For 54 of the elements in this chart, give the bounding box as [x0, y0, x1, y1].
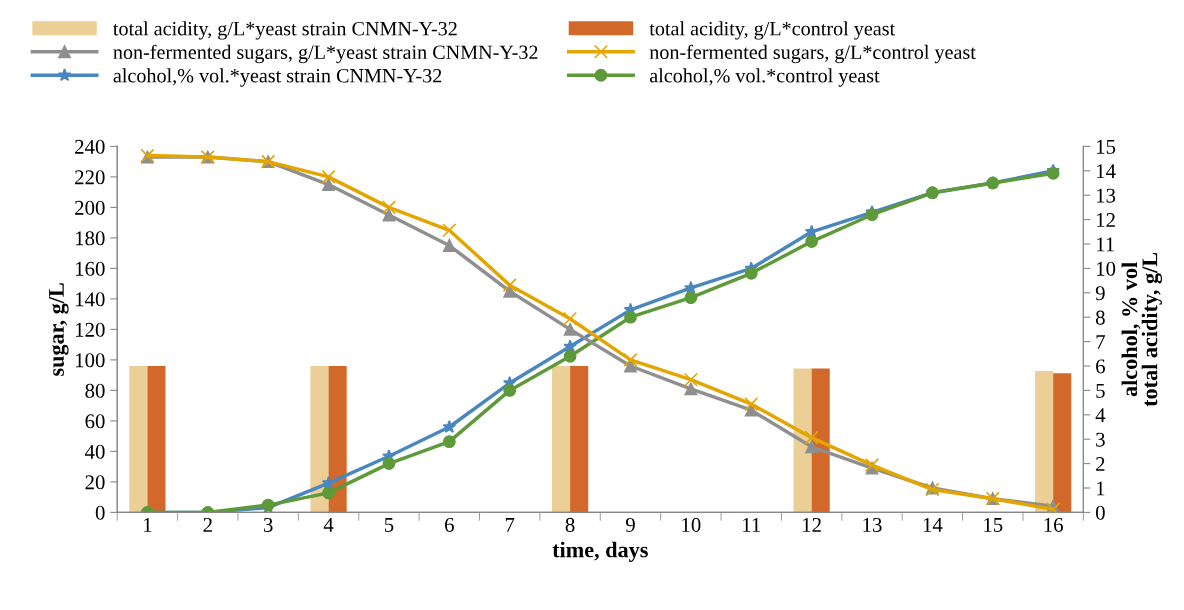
x-tick-label: 14 — [923, 517, 943, 532]
y2-tick-label: 15 — [1097, 139, 1116, 154]
y2-tick-label: 5 — [1096, 383, 1105, 398]
legend-label: alcohol,% vol.*control yeast — [649, 68, 880, 87]
y2-tick-label: 3 — [1096, 432, 1105, 447]
x-tick-label: 13 — [863, 517, 882, 532]
x-tick-label: 6 — [445, 517, 454, 532]
y2-tick-label: 13 — [1097, 188, 1116, 203]
x-tick-label: 4 — [323, 518, 334, 532]
x-tick-label: 3 — [263, 517, 273, 532]
y-tick-label: 240 — [75, 139, 105, 154]
y-tick-label: 160 — [75, 261, 105, 276]
legend-label: total acidity, g/L*yeast strain CNMN-Y-32 — [113, 21, 457, 40]
legend-label: non-fermented sugars, g/L*yeast strain CNMN-Y-32 — [113, 44, 538, 64]
x-tick-label: 2 — [203, 517, 212, 532]
y2-tick-label: 0 — [1095, 505, 1105, 520]
y-tick-label: 140 — [75, 292, 105, 307]
x-tick-label: 10 — [682, 517, 701, 532]
x-tick-label: 16 — [1044, 517, 1063, 532]
x-tick-label: 15 — [984, 517, 1003, 532]
y2-tick-label: 9 — [1095, 286, 1105, 301]
y-tick-label: 80 — [85, 383, 105, 398]
y2-tick-label: 10 — [1097, 261, 1116, 276]
y2-tick-label: 6 — [1096, 359, 1105, 374]
legend-label: alcohol,% vol.*yeast strain CNMN-Y-32 — [113, 68, 442, 87]
y2-tick-label: 8 — [1095, 310, 1105, 325]
y-tick-label: 100 — [75, 353, 105, 368]
y-tick-label: 120 — [75, 322, 105, 337]
y-axis-title: sugar, g/L — [49, 283, 69, 376]
y-tick-label: 220 — [75, 170, 105, 185]
x-tick-label: 9 — [625, 517, 635, 532]
y2-tick-label: 1 — [1097, 481, 1105, 496]
x-tick-label: 11 — [743, 517, 761, 532]
y-tick-label: 0 — [95, 505, 105, 520]
y2-axis-title: alcohol, % vol total acidity, g/L — [1121, 252, 1163, 407]
x-tick-label: 5 — [384, 518, 394, 532]
y-tick-label: 180 — [75, 231, 105, 246]
x-tick-label: 12 — [803, 517, 821, 532]
x-tick-label: 8 — [565, 517, 575, 532]
y2-tick-label: 14 — [1097, 164, 1116, 179]
x-tick-label: 7 — [505, 518, 515, 532]
legend-label: non-fermented sugars, g/L*control yeast — [649, 44, 976, 64]
y2-tick-label: 7 — [1096, 335, 1105, 349]
x-tick-label: 1 — [144, 517, 152, 532]
y2-tick-label: 2 — [1096, 457, 1105, 471]
y-tick-label: 20 — [85, 475, 105, 490]
y-tick-label: 60 — [85, 414, 105, 429]
y-tick-label: 200 — [75, 200, 105, 215]
y2-tick-label: 4 — [1095, 408, 1106, 423]
x-axis-title: time, days — [552, 541, 648, 562]
y2-tick-label: 12 — [1097, 213, 1115, 227]
y-tick-label: 40 — [84, 444, 105, 459]
legend-label: total acidity, g/L*control yeast — [649, 21, 896, 40]
y2-tick-label: 11 — [1097, 237, 1114, 252]
